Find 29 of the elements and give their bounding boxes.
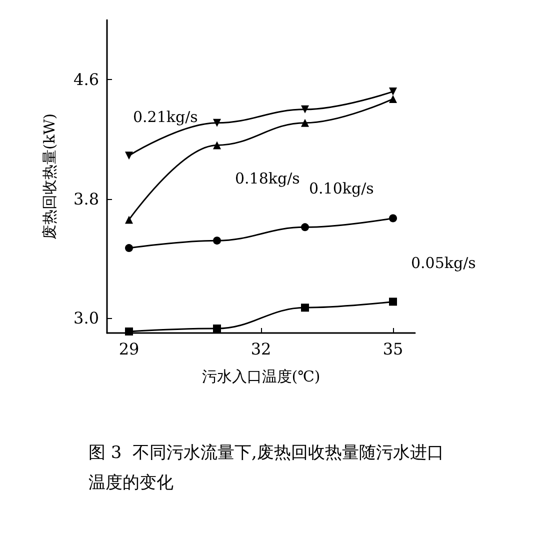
point <box>301 105 309 114</box>
series-label: 0.21kg/s <box>133 108 198 126</box>
point <box>301 118 309 127</box>
point <box>213 324 221 333</box>
y-tick-label: 3.0 <box>74 308 99 328</box>
series-label: 0.18kg/s <box>235 170 300 188</box>
x-tick-label: 35 <box>382 340 404 358</box>
caption: 图 3 不同污水流量下,废热回收热量随污水进口温度的变化 <box>88 443 444 493</box>
point <box>213 141 221 150</box>
point <box>389 298 397 306</box>
x-tick-label: 32 <box>250 340 272 358</box>
point <box>125 328 133 336</box>
point <box>213 118 221 127</box>
point <box>125 244 133 252</box>
point <box>125 216 133 224</box>
point <box>213 236 221 245</box>
point <box>389 88 397 96</box>
y-tick-label: 3.8 <box>74 189 99 208</box>
point <box>301 304 309 312</box>
y-axis-title: 废热回收热量(kW) <box>40 113 58 240</box>
point <box>389 94 397 103</box>
x-axis-title: 污水入口温度(℃) <box>202 368 320 386</box>
point <box>301 223 309 232</box>
series-label: 0.05kg/s <box>411 254 476 272</box>
x-tick-label: 29 <box>118 340 140 358</box>
point <box>389 214 397 222</box>
y-tick-label: 4.6 <box>74 70 99 90</box>
point <box>125 152 133 160</box>
series-label: 0.10kg/s <box>309 180 374 198</box>
